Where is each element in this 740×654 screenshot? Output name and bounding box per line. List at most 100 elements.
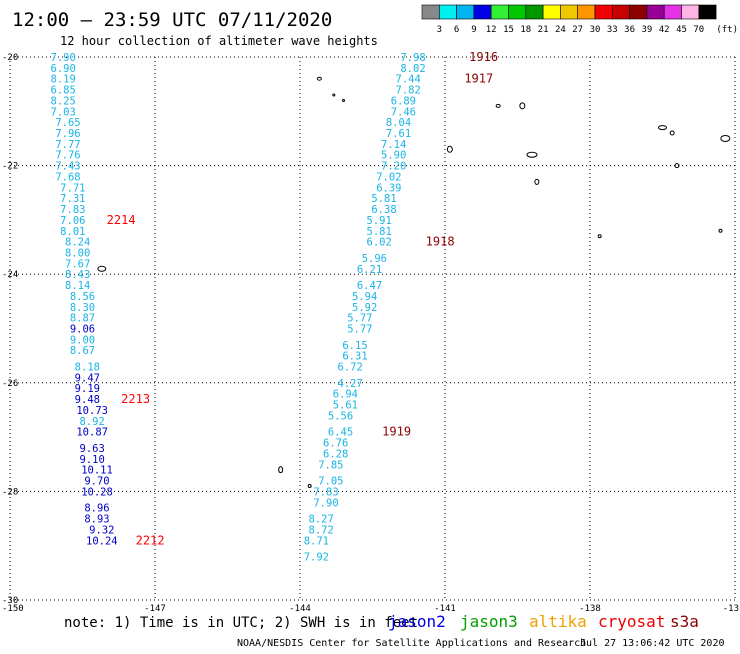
island-outline [495, 103, 501, 108]
wave-height-value: 10.24 [86, 535, 118, 547]
wave-height-value: 7.82 [396, 85, 421, 97]
island-outline [316, 76, 322, 81]
wave-height-value: 8.04 [386, 117, 411, 129]
wave-height-value: 5.81 [371, 193, 396, 205]
wave-height-value: 9.70 [84, 476, 109, 488]
legend-swatch [456, 4, 475, 20]
lat-tick-label: -22 [2, 162, 18, 172]
wave-height-value: 8.56 [70, 291, 95, 303]
pass-time-label: 1919 [382, 425, 411, 439]
legend-tick-label: 12 [486, 25, 497, 35]
legend-tick-label: 45 [676, 25, 687, 35]
wave-height-value: 7.46 [391, 106, 416, 118]
lon-tick-label: -150 [2, 604, 24, 614]
wave-height-value: 8.93 [84, 514, 109, 526]
wave-height-value: 6.38 [371, 204, 396, 216]
wave-height-value: 7.06 [60, 215, 85, 227]
wave-height-value: 6.47 [357, 280, 382, 292]
legend-tick-label: 18 [520, 25, 531, 35]
legend-swatch [542, 4, 561, 20]
wave-height-value: 7.96 [55, 128, 80, 140]
wave-height-value: 6.39 [376, 182, 401, 194]
legend-swatch [508, 4, 527, 20]
wave-height-value: 5.56 [328, 410, 353, 422]
legend-unit: (ft) [716, 25, 738, 35]
legend-tick-label: 70 [693, 25, 704, 35]
legend-tick-label: 42 [659, 25, 670, 35]
wave-height-value: 7.98 [400, 52, 425, 64]
wave-height-value: 8.25 [51, 95, 76, 107]
wave-height-value: 5.81 [367, 226, 392, 238]
wave-height-value: 7.90 [51, 52, 76, 64]
wave-height-value: 8.92 [80, 416, 105, 428]
map-axis-ticks: -150 -147 -144 -141 -138 -13 -20 -22 -24 -26 -28 -3… [2, 53, 739, 614]
islands-layer [97, 76, 731, 488]
legend-tick-label: 15 [503, 25, 514, 35]
lon-tick-label: -138 [579, 604, 601, 614]
wave-height-value: 8.87 [70, 313, 95, 325]
legend-tick-label: 39 [641, 25, 652, 35]
wave-height-value: 7.77 [55, 139, 80, 151]
wave-height-value: 8.43 [65, 269, 90, 281]
legend-tick-label: 36 [624, 25, 635, 35]
wave-height-value: 8.27 [309, 514, 334, 526]
pass-time-label: 1918 [426, 235, 455, 249]
wave-height-value: 7.44 [396, 74, 421, 86]
legend-swatch [663, 4, 682, 20]
footer-note: note: 1) Time is in UTC; 2) SWH is in fe… [64, 615, 418, 631]
satellite-name: jason3 [460, 612, 518, 631]
island-outline [307, 483, 312, 488]
pass-time-label: 2213 [121, 392, 150, 406]
island-outline [526, 151, 538, 158]
wave-height-value: 6.90 [51, 63, 76, 75]
lon-tick-label: -13 [723, 604, 739, 614]
wave-height-value: 6.28 [323, 448, 348, 460]
wave-height-value: 7.02 [376, 171, 401, 183]
page-subtitle: 12 hour collection of altimeter wave hei… [60, 34, 378, 48]
wave-height-value: 10.73 [76, 405, 108, 417]
satellite-names: jason2 jason3 altika cryosat s3a [388, 612, 699, 631]
legend-swatch [611, 4, 630, 20]
legend-swatch [629, 4, 648, 20]
wave-height-value: 5.77 [347, 324, 372, 336]
legend-swatch [473, 4, 492, 20]
wave-height-value: 8.24 [65, 237, 90, 249]
wave-height-value: 7.20 [381, 161, 406, 173]
map-grid [9, 56, 736, 601]
island-outline [534, 178, 540, 185]
wave-height-value: 9.48 [75, 394, 100, 406]
wave-height-value: 9.00 [70, 334, 95, 346]
pass-time-label: 2214 [107, 213, 136, 227]
island-outline [720, 134, 731, 142]
legend-tick-label: 27 [572, 25, 583, 35]
legend-tick-label: 3 [437, 25, 442, 35]
legend-tick-label: 24 [555, 25, 566, 35]
wave-height-value: 7.65 [55, 117, 80, 129]
wave-height-value: 8.30 [70, 302, 95, 314]
wave-height-value: 10.87 [76, 427, 108, 439]
wave-height-value: 8.96 [84, 503, 109, 515]
wave-height-value: 6.15 [342, 340, 367, 352]
island-outline [519, 102, 526, 110]
wave-height-value: 5.77 [347, 313, 372, 325]
lon-tick-label: -141 [434, 604, 456, 614]
wave-height-value: 7.03 [51, 106, 76, 118]
island-outline [658, 125, 667, 131]
wave-height-value: 8.02 [400, 63, 425, 75]
legend-tick-label: 9 [471, 25, 476, 35]
lat-tick-label: -26 [2, 379, 18, 389]
legend-tick-label: 21 [538, 25, 549, 35]
footer-credit: NOAA/NESDIS Center for Satellite Applica… [237, 638, 586, 649]
island-outline [669, 130, 675, 136]
wave-height-value: 9.06 [70, 324, 95, 336]
wave-height-value: 5.92 [352, 302, 377, 314]
island-outline [597, 234, 602, 239]
lat-tick-label: -24 [2, 270, 18, 280]
lat-tick-label: -30 [2, 596, 18, 606]
legend-swatch [577, 4, 596, 20]
wave-height-value: 9.47 [75, 372, 100, 384]
wave-height-value: 6.94 [333, 389, 358, 401]
wave-height-value: 9.63 [80, 443, 105, 455]
wave-height-value: 7.71 [60, 182, 85, 194]
